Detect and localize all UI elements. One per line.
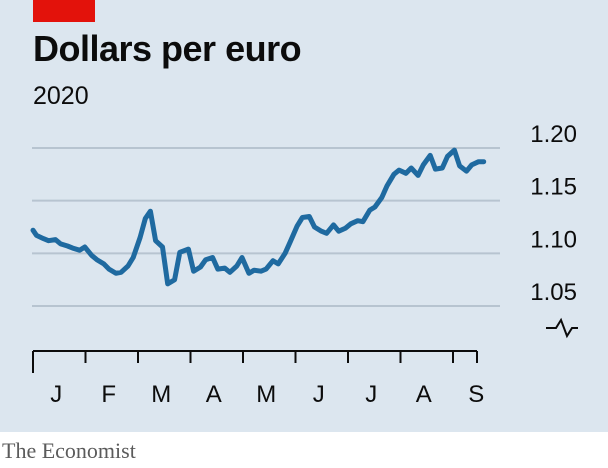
x-tick-label: J	[50, 381, 62, 408]
x-tick-label: M	[256, 381, 276, 408]
y-tick-label: 1.15	[530, 174, 577, 201]
chart-title: Dollars per euro	[33, 28, 302, 69]
axis-break-icon	[546, 317, 578, 339]
y-tick-label: 1.05	[530, 279, 577, 306]
brand-tab	[33, 0, 95, 22]
y-tick-label: 1.10	[530, 226, 577, 253]
dollars-per-euro-line	[30, 147, 487, 287]
x-tick-label: J	[313, 381, 325, 408]
source-credit: The Economist	[2, 438, 136, 463]
x-tick-label: A	[206, 381, 222, 408]
series-layer	[30, 147, 487, 287]
x-tick-label: J	[365, 381, 377, 408]
y-tick-label: 1.20	[530, 121, 577, 148]
x-tick-label: A	[416, 381, 432, 408]
line-chart: 1.05 1.10 1.15 1.20 J F M A M J J A S	[30, 121, 578, 408]
axis-break-symbol	[546, 317, 578, 339]
grid-lines	[32, 147, 500, 307]
y-axis-labels: 1.05 1.10 1.15 1.20	[530, 121, 577, 306]
x-tick-label: F	[101, 381, 116, 408]
chart-subtitle: 2020	[33, 82, 89, 110]
x-tick-label: M	[151, 381, 171, 408]
x-tick-label: S	[468, 381, 484, 408]
